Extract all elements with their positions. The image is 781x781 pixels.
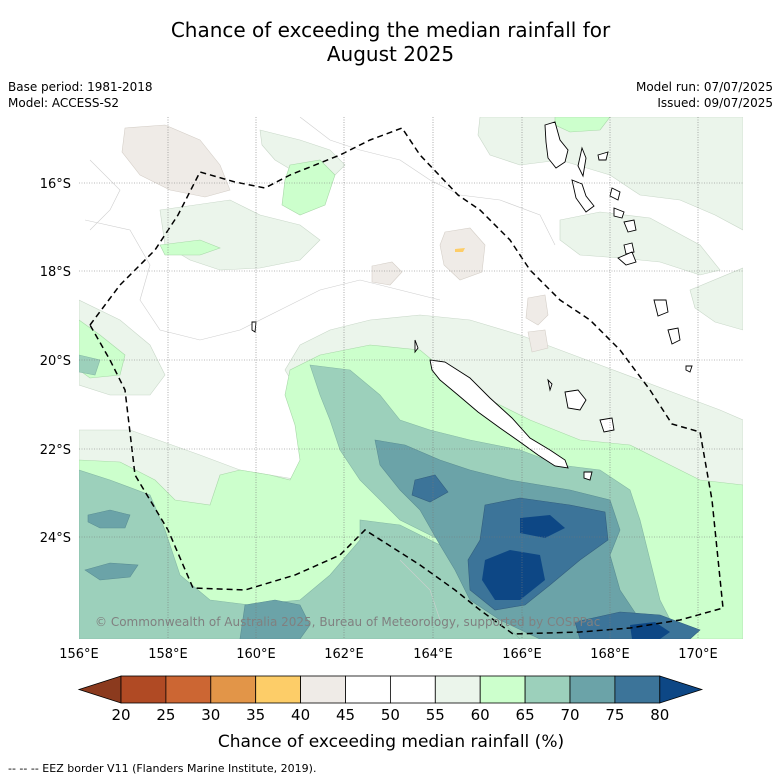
lat-label: 22°S <box>40 443 71 458</box>
island-vanuatu-north-2 <box>597 151 609 161</box>
lat-label: 16°S <box>40 177 71 192</box>
issued-date: Issued: 09/07/2025 <box>657 96 773 110</box>
island-vanuatu-north-1 <box>577 146 587 178</box>
colorbar-tick-label: 60 <box>471 706 490 724</box>
colorbar-tick-label: 50 <box>381 706 400 724</box>
longitude-labels: 156°E 158°E 160°E 162°E 164°E 166°E 168°… <box>59 647 718 662</box>
lon-label: 168°E <box>590 647 630 662</box>
lon-label: 166°E <box>502 647 542 662</box>
island-erromango <box>623 242 635 255</box>
eez-footnote: -- -- -- EEZ border V11 (Flanders Marine… <box>8 762 317 775</box>
colorbar-swatch <box>120 675 167 704</box>
meta-left: Base period: 1981-2018 Model: ACCESS-S2 <box>8 79 153 111</box>
island-malekula <box>571 179 595 213</box>
colorbar-swatch <box>524 675 571 704</box>
map-title: Chance of exceeding the median rainfall … <box>0 18 781 66</box>
land-outlines <box>251 121 693 481</box>
island-espiritu-santo <box>544 121 569 169</box>
colorbar-tick-label: 55 <box>426 706 445 724</box>
title-line-2: August 2025 <box>326 42 455 66</box>
model-run: Model run: 07/07/2025 <box>635 80 773 94</box>
island-lifou <box>564 389 587 411</box>
island-isle-of-pines <box>583 471 593 481</box>
colorbar-swatch <box>210 675 257 704</box>
colorbar-tick-label: 45 <box>336 706 355 724</box>
island-tanna <box>617 251 637 266</box>
island-loyalty-3 <box>685 365 693 373</box>
colorbar-tick-label: 65 <box>516 706 535 724</box>
lon-label: 156°E <box>59 647 99 662</box>
colorbar <box>77 675 704 704</box>
lat-label: 18°S <box>40 265 71 280</box>
model-name: Model: ACCESS-S2 <box>8 96 120 110</box>
colorbar-swatch <box>255 675 301 704</box>
lat-label: 24°S <box>40 531 71 546</box>
island-loyalty-1 <box>653 299 669 317</box>
island-loyalty-2 <box>667 327 681 345</box>
lon-label: 164°E <box>413 647 453 662</box>
island-loyalty-small-2 <box>414 339 419 354</box>
colorbar-tick-label: 35 <box>246 706 265 724</box>
island-loyalty-small-1 <box>251 321 257 333</box>
colorbar-swatch <box>300 675 346 704</box>
base-period: Base period: 1981-2018 <box>8 80 153 94</box>
title-line-1: Chance of exceeding the median rainfall … <box>170 18 611 42</box>
colorbar-tick-label: 30 <box>201 706 220 724</box>
colorbar-tick-label: 80 <box>650 706 669 724</box>
colorbar-swatch <box>479 675 526 704</box>
lon-label: 160°E <box>236 647 276 662</box>
colorbar-tick-labels: 20 25 30 35 40 45 50 55 60 65 70 75 80 <box>111 706 669 724</box>
colorbar-swatch <box>434 675 481 704</box>
colorbar-tick-label: 75 <box>605 706 624 724</box>
island-ambrym <box>609 187 621 201</box>
lon-label: 170°E <box>678 647 718 662</box>
copyright-notice: © Commonwealth of Australia 2025, Bureau… <box>95 615 600 629</box>
colorbar-tick-label: 40 <box>291 706 310 724</box>
lat-label: 20°S <box>40 354 71 369</box>
contour-lines-50 <box>84 117 556 621</box>
map-panel: © Commonwealth of Australia 2025, Bureau… <box>79 117 743 639</box>
colorbar-swatch <box>345 675 391 704</box>
colorbar-label: Chance of exceeding median rainfall (%) <box>218 732 564 752</box>
colorbar-arrow-low <box>77 675 122 704</box>
colorbar-arrow-high <box>659 675 704 704</box>
eez-border <box>89 127 724 635</box>
colorbar-swatch <box>569 675 616 704</box>
colorbar-swatch <box>389 675 436 704</box>
contour-35-40 <box>455 248 465 252</box>
colorbar-swatch <box>165 675 212 704</box>
lon-label: 158°E <box>148 647 188 662</box>
colorbar-swatch <box>614 675 661 704</box>
island-epi <box>613 207 625 219</box>
island-ouvea <box>547 378 553 392</box>
island-new-caledonia <box>429 359 569 469</box>
colorbar-tick-label: 25 <box>156 706 175 724</box>
island-mare <box>599 417 615 433</box>
lon-label: 162°E <box>324 647 364 662</box>
graticule <box>79 117 743 639</box>
meta-right: Model run: 07/07/2025 Issued: 09/07/2025 <box>636 79 773 111</box>
colorbar-tick-label: 20 <box>111 706 130 724</box>
contour-40-45 <box>121 124 549 353</box>
colorbar-tick-label: 70 <box>560 706 579 724</box>
latitude-labels: 16°S 18°S 20°S 22°S 24°S <box>40 177 71 546</box>
island-efate <box>623 219 637 233</box>
